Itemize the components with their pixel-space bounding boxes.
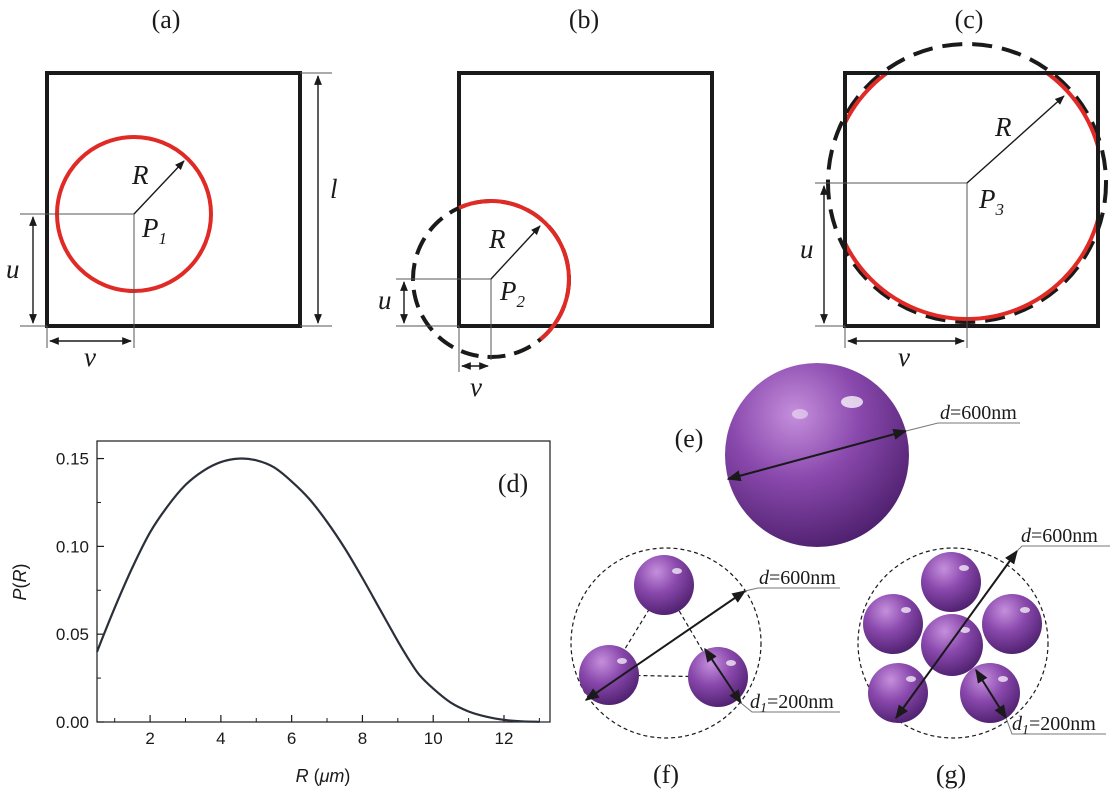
center-label-c: P3: [978, 184, 1004, 219]
radius-label-c: R: [994, 112, 1012, 142]
radius-arrow-b: [490, 225, 541, 280]
plot-frame: [96, 440, 551, 723]
diameter-arrow-e: [726, 428, 908, 482]
panel-g-label: (g): [936, 760, 966, 789]
panel-f-label: (f): [653, 760, 679, 789]
x-tick-label: 12: [495, 729, 514, 748]
radius-arrow-c: [966, 95, 1065, 184]
outer-diameter-arrow-f: [584, 590, 747, 701]
outer-diameter-label-g: d=600nm: [1021, 525, 1098, 547]
y-tick-label: 0.00: [56, 713, 89, 732]
panel-f: d=600nm d1=200nm (f): [570, 547, 840, 789]
u-label-b: u: [378, 285, 392, 315]
sphere-f-left: [579, 645, 639, 705]
radius-arrow-a: [133, 160, 185, 215]
u-label-a: u: [6, 254, 20, 284]
panel-e: (e) d=600nm: [675, 363, 1020, 547]
panel-a-label: (a): [152, 5, 181, 34]
panel-b-label: (b): [569, 5, 599, 34]
outer-diameter-label-f: d=600nm: [759, 567, 836, 589]
diameter-label-e: d=600nm: [940, 402, 1017, 424]
inner-diameter-label-g: d1=200nm: [1012, 713, 1096, 738]
center-label-b: P2: [499, 276, 526, 311]
pdf-curve: [95, 457, 540, 723]
panel-c: (c) R P3 u v: [800, 5, 1108, 372]
panel-a: (a) R P1 u v l: [6, 5, 338, 372]
sphere-g-left: [863, 594, 923, 654]
v-label-b: v: [470, 372, 482, 402]
sphere-g-top: [921, 552, 981, 612]
panel-c-label: (c): [955, 5, 984, 34]
y-tick-label: 0.05: [56, 625, 89, 644]
square-frame-b: [457, 71, 714, 328]
red-arc-b: [458, 199, 571, 341]
center-label-a: P1: [141, 213, 167, 248]
l-label-a: l: [330, 174, 338, 204]
panel-d-label: (d): [498, 469, 528, 498]
sphere-g-center: [921, 614, 983, 676]
y-tick-label: 0.10: [56, 537, 89, 556]
sphere-f-top: [634, 555, 694, 615]
radius-label-a: R: [131, 160, 149, 190]
x-axis-title: R (μm): [296, 766, 351, 786]
x-tick-label: 4: [216, 729, 225, 748]
radius-label-b: R: [488, 224, 506, 254]
y-tick-label: 0.15: [56, 450, 89, 469]
x-tick-label: 10: [424, 729, 443, 748]
panel-e-label: (e): [675, 424, 704, 453]
inner-diameter-arrow-g: [975, 668, 1007, 720]
outer-boundary-f: [570, 547, 762, 739]
x-tick-label: 8: [358, 729, 367, 748]
x-tick-label: 6: [287, 729, 296, 748]
v-label-a: v: [84, 342, 96, 372]
sphere-g-right: [982, 594, 1042, 654]
outer-diameter-arrow-g: [895, 549, 1018, 720]
u-label-c: u: [800, 234, 814, 264]
x-tick-label: 2: [145, 729, 154, 748]
inner-diameter-arrow-f: [704, 647, 742, 705]
y-axis-title: P(R): [10, 563, 30, 600]
v-label-c: v: [898, 342, 910, 372]
sphere-f-right: [688, 647, 748, 707]
panel-b: (b) R P2 u v: [378, 5, 714, 402]
panel-g: d=600nm d1=200nm (g): [857, 525, 1110, 789]
panel-d-chart: (d) 2 4 6 8 10 12 0.00 0.05 0.10 0.15 P(R) R (μm): [10, 440, 551, 786]
square-frame-a: [45, 71, 302, 328]
inner-diameter-label-f: d1=200nm: [750, 691, 834, 716]
outer-boundary-g: [857, 547, 1049, 739]
